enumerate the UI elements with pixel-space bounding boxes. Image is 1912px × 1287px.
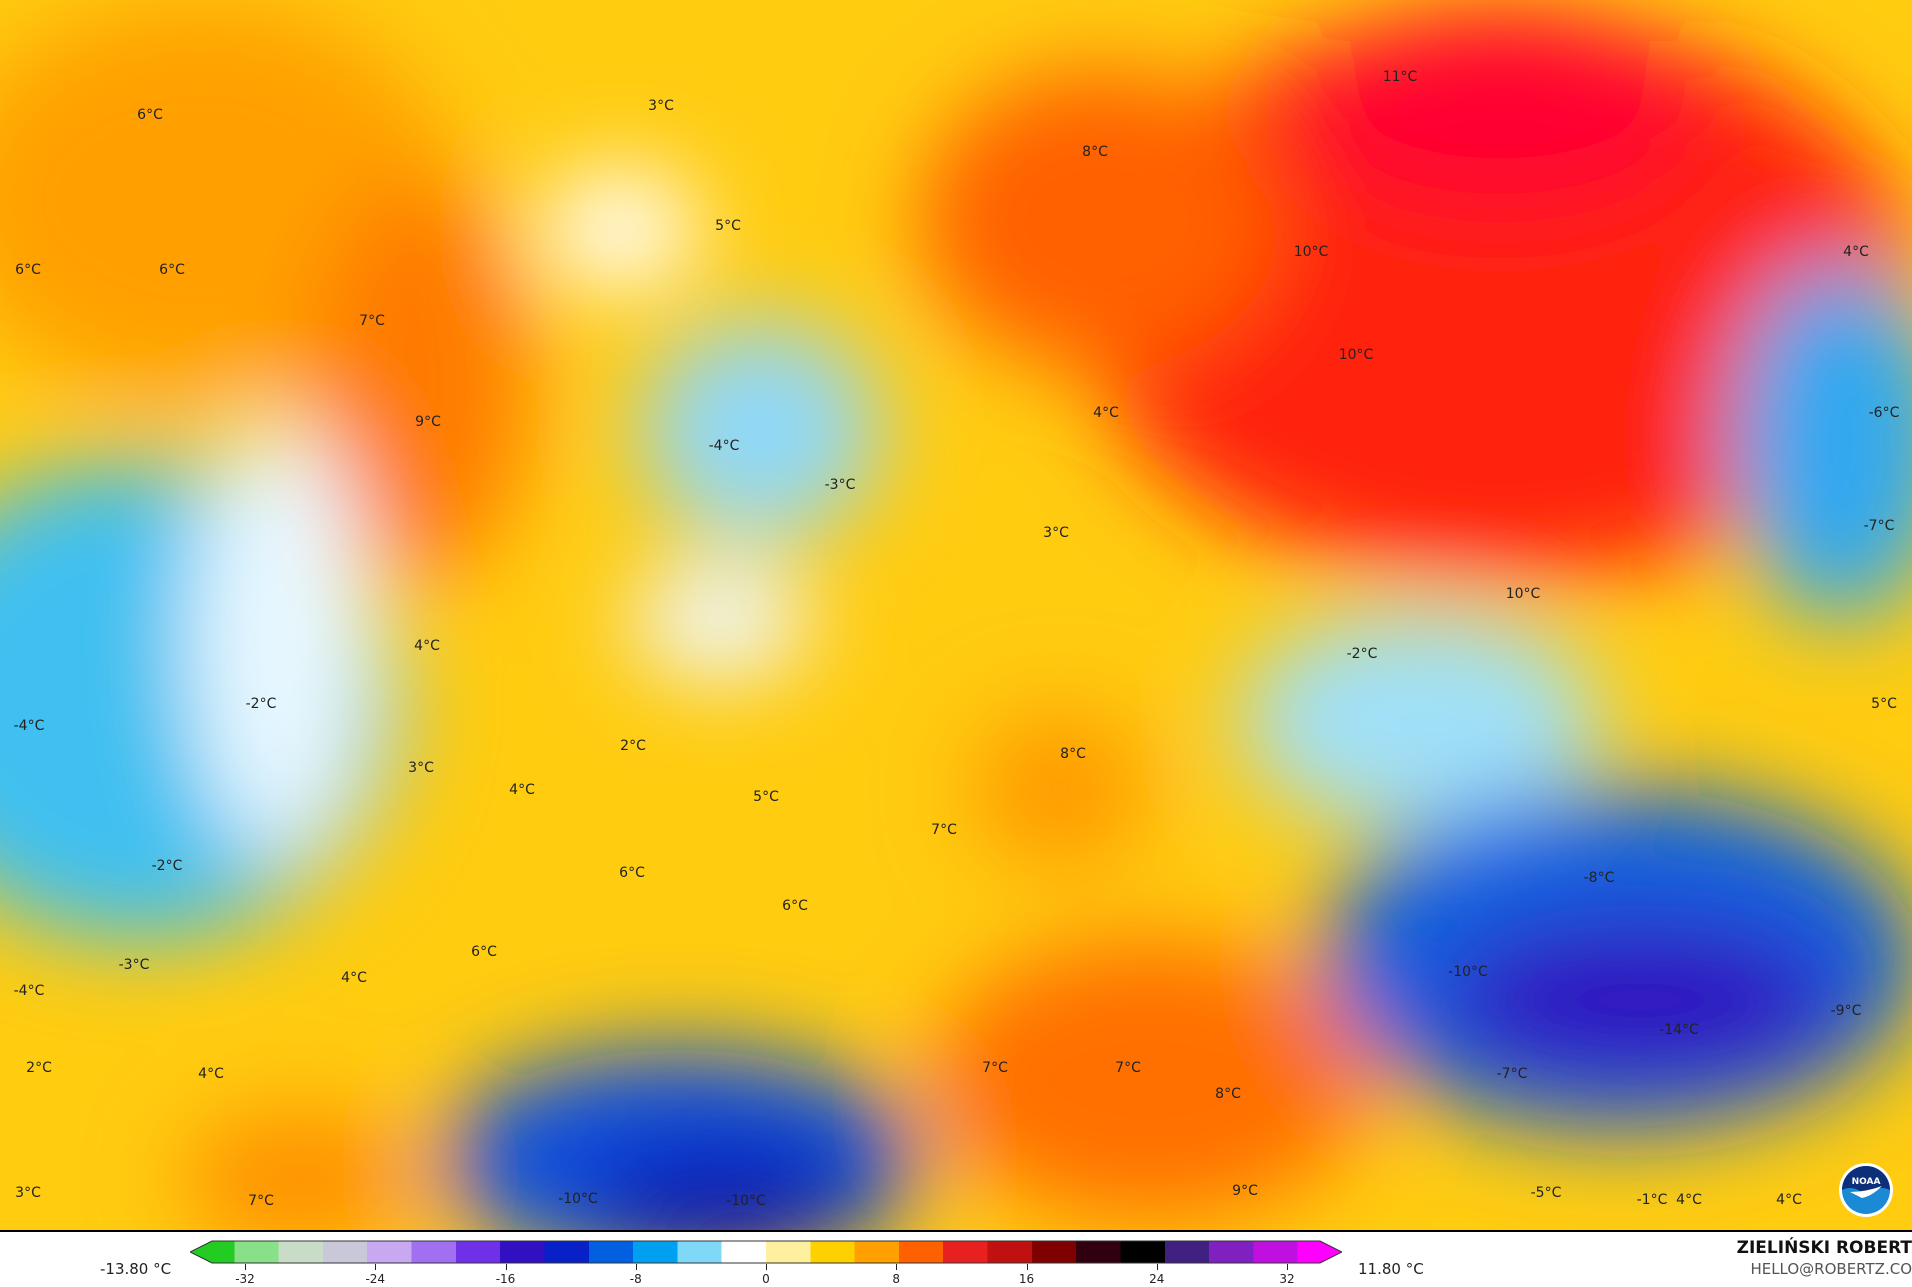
temperature-label: -2°C [151,858,183,874]
temperature-label: -6°C [1868,405,1900,421]
temperature-label: 2°C [26,1060,52,1076]
temperature-label: 8°C [1215,1086,1241,1102]
temperature-label: 6°C [15,262,41,278]
tick-label: -8 [629,1272,642,1286]
tick-label: 0 [762,1272,770,1286]
temperature-label: 11°C [1382,69,1418,85]
temperature-label: 10°C [1505,586,1541,602]
tick-mark [635,1264,637,1270]
temperature-label: 8°C [1060,746,1086,762]
temperature-label: 7°C [982,1060,1008,1076]
temperature-label: -10°C [726,1193,766,1209]
temperature-label: 7°C [1115,1060,1141,1076]
temperature-label: 6°C [137,107,163,123]
temperature-label: -3°C [118,957,150,973]
tick-mark [896,1264,898,1270]
tick-mark [505,1264,507,1270]
temperature-label: -3°C [824,477,856,493]
legend-min-label: -13.80 °C [100,1260,172,1278]
tick-mark [766,1264,767,1270]
tick-mark [1026,1264,1028,1270]
temperature-label: 4°C [509,782,535,798]
temperature-label: 6°C [471,944,497,960]
author-email: HELLO@ROBERTZ.CO [1750,1260,1912,1278]
temperature-label: 4°C [1776,1192,1802,1208]
tick-label: -16 [495,1272,516,1286]
temperature-label: -1°C [1636,1192,1668,1208]
temperature-label: 7°C [248,1193,274,1209]
temperature-label: 4°C [198,1066,224,1082]
legend-max-label: 11.80 °C [1358,1260,1424,1278]
temperature-label: -2°C [1346,646,1378,662]
temperature-label: 5°C [1871,696,1897,712]
temperature-label: 7°C [931,822,957,838]
temperature-label: 5°C [753,789,779,805]
temperature-label: -9°C [1830,1003,1862,1019]
author-credit: ZIELIŃSKI ROBERT [1736,1238,1912,1258]
temperature-label: 4°C [1676,1192,1702,1208]
tick-label: -24 [365,1272,386,1286]
tick-label: 8 [892,1272,901,1286]
temperature-label: -10°C [1448,964,1488,980]
tick-mark [1156,1264,1158,1270]
temperature-label: 3°C [1043,525,1069,541]
temperature-label: 6°C [782,898,808,914]
temperature-label: 6°C [159,262,185,278]
temperature-label: -14°C [1659,1022,1699,1038]
temperature-label: -7°C [1496,1066,1528,1082]
tick-label: -32 [235,1272,255,1286]
color-legend: -13.80 °C -32 -24 -16 -8 0 8 16 24 32 11.80 °C Z… [0,1232,1912,1287]
noaa-logo: NOAA [1839,1163,1893,1217]
tick-mark [375,1264,377,1270]
temperature-label: 10°C [1293,244,1329,260]
temperature-label: -8°C [1583,870,1615,886]
temperature-label: 10°C [1338,347,1374,363]
temperature-label: -5°C [1530,1185,1562,1201]
tick-label: 16 [1018,1272,1035,1286]
temperature-label: 9°C [415,414,441,430]
temperature-label: -10°C [558,1191,598,1207]
temperature-label: 9°C [1232,1183,1258,1199]
temperature-label: -4°C [13,718,45,734]
temperature-label: -2°C [245,696,277,712]
temperature-label: -4°C [13,983,45,999]
temperature-anomaly-map [0,0,1912,1232]
temperature-label: 5°C [715,218,741,234]
tick-mark [245,1264,246,1270]
temperature-label: 7°C [359,313,385,329]
temperature-label: -4°C [708,438,740,454]
temperature-label: 4°C [341,970,367,986]
temperature-label: 3°C [648,98,674,114]
temperature-label: 2°C [620,738,646,754]
svg-text:NOAA: NOAA [1852,1177,1881,1187]
tick-label: 32 [1279,1272,1295,1286]
colorbar [190,1240,1342,1264]
temperature-label: 3°C [15,1185,41,1201]
temperature-label: 4°C [1093,405,1119,421]
temperature-label: -7°C [1863,518,1895,534]
temperature-label: 8°C [1082,144,1108,160]
temperature-label: 6°C [619,865,645,881]
temperature-label: 4°C [1843,244,1869,260]
tick-mark [1287,1264,1288,1270]
temperature-label: 3°C [408,760,434,776]
temperature-label: 4°C [414,638,440,654]
tick-label: 24 [1149,1272,1165,1286]
